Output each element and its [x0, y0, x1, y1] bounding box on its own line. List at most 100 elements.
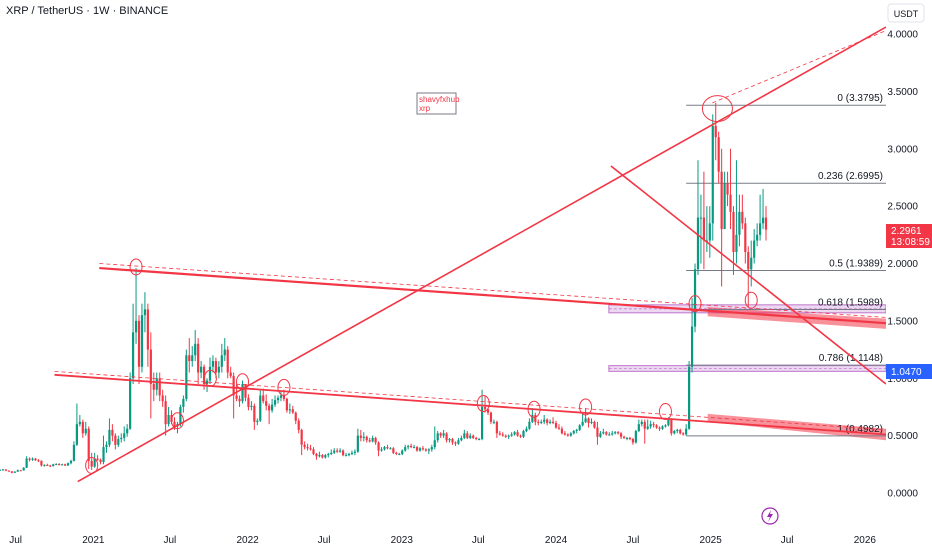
candle-body: [309, 448, 312, 450]
candle-body: [631, 439, 635, 443]
candle-body: [46, 464, 49, 466]
annotation-box[interactable]: shavyfxhub xrp: [416, 92, 460, 115]
candle-body: [185, 355, 188, 399]
candle-body: [566, 434, 569, 436]
candle-body: [578, 425, 581, 430]
candle-body: [486, 409, 490, 413]
circle-marker: [527, 400, 541, 418]
candle-body: [13, 471, 16, 473]
candle-body: [19, 470, 22, 472]
candle-body: [155, 378, 158, 390]
candle-body: [152, 383, 155, 390]
candle-body: [543, 419, 546, 422]
candle-body: [202, 366, 206, 384]
candle-body: [297, 420, 300, 430]
candle-body: [247, 397, 250, 407]
candle-body: [4, 469, 8, 471]
candle-body: [412, 447, 416, 449]
level-price-value: 1.0470: [891, 367, 922, 378]
candle-body: [546, 419, 549, 424]
candle-body: [188, 355, 191, 362]
candle-body: [460, 437, 463, 441]
candle-body: [732, 211, 735, 253]
candle-body: [436, 433, 439, 441]
candle-body: [194, 343, 197, 356]
candle-body: [418, 448, 422, 451]
marker-layer: [85, 95, 758, 474]
candle-body: [424, 449, 427, 451]
candle-body: [268, 405, 271, 411]
candle-body: [167, 414, 170, 425]
candle-body: [619, 433, 623, 437]
candle-body: [1, 469, 5, 471]
candle-body: [643, 421, 646, 429]
candle-body: [741, 211, 744, 224]
candle-body: [200, 366, 203, 373]
fib-level-label: 0.618 (1.5989): [818, 298, 883, 309]
candle-body: [386, 447, 389, 449]
candle-body: [661, 426, 664, 429]
candle-body: [534, 414, 537, 422]
circle-marker: [476, 394, 490, 412]
circle-marker: [658, 403, 672, 421]
candle-body: [664, 425, 667, 427]
candle-body: [495, 421, 498, 434]
candle-body: [513, 432, 516, 435]
candle-body: [475, 437, 478, 440]
candle-body: [747, 252, 750, 270]
trendline-steep-down-line: [610, 165, 887, 385]
x-tick-label: 2023: [391, 535, 414, 546]
candle-body: [350, 452, 354, 454]
candle-body: [696, 217, 700, 270]
candle-body: [137, 320, 141, 367]
fib-level-label: 0.5 (1.9389): [829, 259, 883, 270]
candle-body: [146, 309, 149, 350]
candle-body: [519, 435, 522, 437]
circle-marker: [85, 456, 99, 474]
candle-body: [90, 460, 93, 467]
candle-body: [306, 447, 309, 449]
candle-body: [273, 400, 277, 405]
candle-body: [584, 418, 587, 422]
circle-marker: [688, 295, 702, 313]
candle-body: [421, 448, 425, 450]
candle-body: [359, 435, 362, 438]
candle-body: [161, 395, 164, 402]
candle-body: [457, 440, 460, 444]
candle-body: [563, 433, 566, 435]
annotation-line2: xrp: [419, 104, 431, 113]
replay-icon[interactable]: [761, 507, 779, 525]
circle-marker: [701, 95, 733, 123]
candle-body: [637, 424, 640, 432]
shaded-band: [707, 413, 886, 441]
candle-body: [720, 171, 723, 230]
trendline-descending-resistance-parallel: [99, 263, 887, 318]
candle-body: [66, 463, 70, 466]
candle-body: [43, 464, 46, 466]
candle-body: [492, 421, 496, 423]
currency-label-box[interactable]: USDT: [887, 3, 925, 23]
candle-body: [483, 406, 487, 410]
candle-body: [454, 442, 457, 444]
candle-body: [25, 458, 28, 468]
candle-body: [572, 431, 575, 434]
candle-body: [392, 448, 395, 453]
y-tick-label: 3.5000: [887, 87, 918, 98]
candle-body: [333, 450, 336, 453]
candle-body: [347, 453, 351, 456]
circle-marker: [744, 291, 758, 309]
candle-body: [679, 429, 682, 434]
candle-body: [87, 428, 90, 461]
y-tick-label: 3.0000: [887, 144, 918, 155]
candle-body: [362, 436, 365, 438]
shaded-band-layer: [707, 307, 886, 441]
candle-body: [0, 469, 2, 471]
candle-body: [22, 467, 25, 471]
candle-body: [102, 447, 105, 463]
candle-body: [557, 427, 561, 429]
candle-body: [537, 421, 540, 424]
candle-body: [605, 432, 608, 435]
x-tick-label: Jul: [163, 535, 176, 546]
trendline-descending-resistance: [99, 266, 887, 325]
